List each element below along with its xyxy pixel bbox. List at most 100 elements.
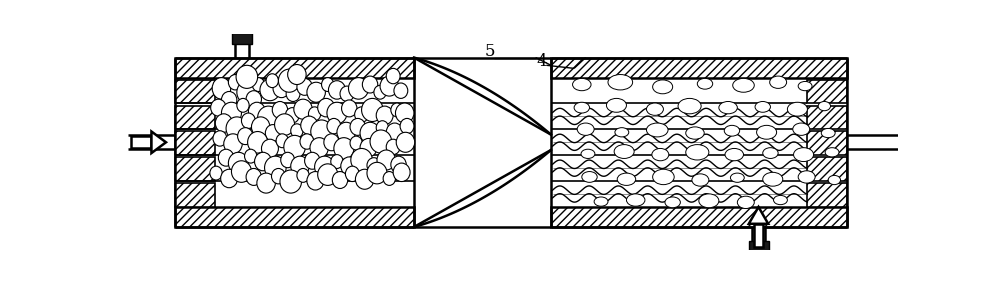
Ellipse shape: [377, 150, 395, 170]
Ellipse shape: [261, 139, 278, 158]
Ellipse shape: [370, 130, 392, 153]
Ellipse shape: [794, 148, 814, 162]
Ellipse shape: [246, 91, 261, 108]
Ellipse shape: [307, 171, 324, 190]
Ellipse shape: [245, 149, 257, 163]
Ellipse shape: [391, 103, 403, 117]
Ellipse shape: [341, 157, 358, 175]
Ellipse shape: [828, 175, 841, 185]
Ellipse shape: [608, 74, 633, 90]
Ellipse shape: [273, 79, 290, 98]
Bar: [754, 224, 763, 247]
Ellipse shape: [737, 196, 754, 209]
Ellipse shape: [652, 148, 669, 161]
Ellipse shape: [291, 124, 303, 138]
Ellipse shape: [255, 152, 271, 171]
Ellipse shape: [724, 125, 740, 136]
Polygon shape: [749, 207, 768, 224]
Bar: [175, 132, 215, 155]
Ellipse shape: [678, 98, 701, 114]
Ellipse shape: [577, 123, 594, 135]
Ellipse shape: [818, 101, 831, 111]
Bar: [175, 183, 215, 207]
Ellipse shape: [821, 128, 835, 138]
Ellipse shape: [236, 65, 258, 89]
Ellipse shape: [615, 128, 629, 137]
Ellipse shape: [337, 122, 355, 142]
Ellipse shape: [755, 101, 770, 112]
Ellipse shape: [221, 92, 237, 108]
Ellipse shape: [291, 156, 309, 176]
Ellipse shape: [798, 81, 812, 91]
Bar: [175, 157, 215, 181]
Ellipse shape: [686, 145, 709, 160]
Ellipse shape: [617, 173, 636, 185]
Ellipse shape: [280, 170, 302, 193]
Ellipse shape: [348, 78, 369, 99]
Ellipse shape: [246, 169, 261, 185]
Ellipse shape: [400, 118, 414, 134]
Ellipse shape: [221, 102, 241, 124]
Ellipse shape: [391, 156, 406, 173]
Ellipse shape: [318, 98, 335, 117]
Ellipse shape: [360, 139, 377, 157]
Ellipse shape: [266, 74, 278, 88]
Ellipse shape: [327, 102, 347, 124]
Ellipse shape: [386, 123, 403, 142]
Ellipse shape: [692, 174, 709, 186]
Ellipse shape: [646, 103, 663, 115]
Ellipse shape: [345, 166, 359, 182]
Ellipse shape: [248, 102, 265, 121]
Ellipse shape: [614, 145, 634, 158]
Ellipse shape: [697, 78, 713, 89]
Ellipse shape: [331, 155, 343, 169]
Ellipse shape: [383, 171, 395, 185]
Ellipse shape: [798, 171, 815, 183]
Ellipse shape: [374, 85, 386, 99]
Ellipse shape: [257, 173, 275, 193]
Polygon shape: [151, 132, 166, 153]
Ellipse shape: [278, 69, 300, 92]
Bar: [175, 207, 414, 227]
Ellipse shape: [301, 116, 318, 135]
Ellipse shape: [311, 120, 332, 143]
Ellipse shape: [606, 98, 626, 112]
Ellipse shape: [265, 124, 281, 142]
Ellipse shape: [248, 132, 268, 153]
Text: 4: 4: [536, 53, 547, 70]
Ellipse shape: [237, 98, 249, 112]
Ellipse shape: [285, 108, 299, 123]
Ellipse shape: [231, 161, 251, 182]
Bar: [551, 207, 847, 227]
Ellipse shape: [300, 134, 314, 149]
Ellipse shape: [271, 169, 285, 184]
Ellipse shape: [367, 162, 387, 184]
Bar: [232, 33, 252, 44]
Ellipse shape: [228, 152, 248, 174]
Bar: [807, 106, 847, 129]
Ellipse shape: [653, 80, 673, 94]
Ellipse shape: [281, 152, 295, 168]
Ellipse shape: [310, 138, 328, 158]
Ellipse shape: [793, 123, 810, 135]
Ellipse shape: [763, 148, 778, 158]
Ellipse shape: [340, 86, 354, 101]
Ellipse shape: [733, 78, 754, 92]
Bar: [807, 80, 847, 103]
Ellipse shape: [787, 102, 807, 116]
Ellipse shape: [284, 135, 305, 158]
Ellipse shape: [327, 118, 341, 134]
Ellipse shape: [774, 195, 787, 205]
Ellipse shape: [367, 158, 381, 173]
Ellipse shape: [294, 99, 312, 119]
Ellipse shape: [315, 156, 335, 178]
Bar: [807, 183, 847, 207]
Ellipse shape: [355, 107, 369, 122]
Bar: [131, 136, 151, 148]
Ellipse shape: [332, 171, 348, 189]
Ellipse shape: [394, 83, 408, 98]
Ellipse shape: [297, 78, 312, 95]
Ellipse shape: [355, 169, 374, 189]
Ellipse shape: [360, 122, 380, 144]
Ellipse shape: [213, 131, 227, 146]
